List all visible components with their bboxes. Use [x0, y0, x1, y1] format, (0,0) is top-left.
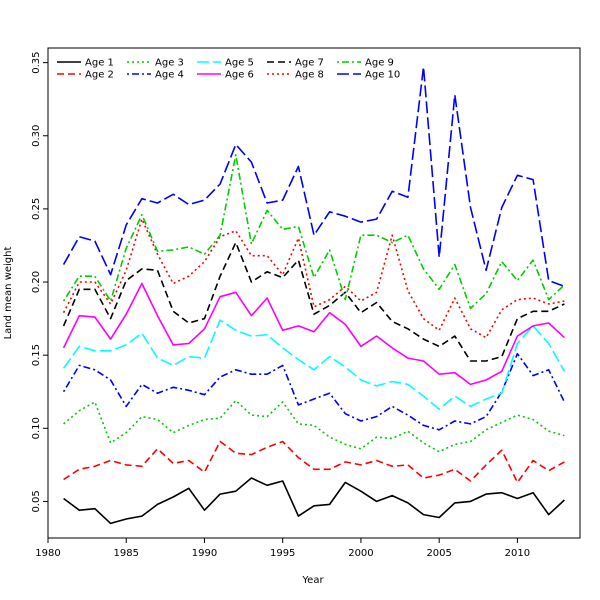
series-line-age-7 [62, 241, 565, 362]
legend-label-age-6: Age 6 [225, 70, 254, 81]
y-axis-title: Land mean weight [3, 247, 14, 340]
legend-label-age-2: Age 2 [85, 70, 114, 81]
series-line-age-2 [63, 440, 565, 484]
x-tick-label: 1980 [35, 548, 60, 559]
legend-label-age-3: Age 3 [155, 58, 184, 69]
y-tick-label: 0.05 [31, 490, 42, 512]
plot-box [47, 47, 581, 539]
x-tick-label: 1995 [270, 548, 295, 559]
x-tick-label: 2000 [348, 548, 373, 559]
series-line-age-4 [62, 352, 566, 431]
legend-label-age-10: Age 10 [365, 70, 400, 81]
legend-label-age-9: Age 9 [365, 58, 394, 69]
series-layer [62, 66, 566, 525]
y-tick-label: 0.20 [31, 271, 42, 293]
series-line-age-8 [62, 218, 565, 339]
x-tick-label: 2010 [505, 548, 530, 559]
legend-label-age-8: Age 8 [295, 70, 324, 81]
y-tick-label: 0.35 [31, 51, 42, 73]
series-line-age-6 [62, 282, 565, 386]
x-tick-label: 1985 [114, 548, 139, 559]
legend-label-age-7: Age 7 [295, 58, 324, 69]
series-line-age-5 [62, 319, 566, 411]
legend-label-age-5: Age 5 [225, 58, 254, 69]
legend-label-age-4: Age 4 [155, 70, 184, 81]
y-tick-label: 0.15 [31, 344, 42, 366]
y-tick-label: 0.30 [31, 125, 42, 147]
series-line-age-1 [63, 477, 565, 525]
y-tick-label: 0.10 [31, 417, 42, 439]
x-axis: 1980 1985 1990 1995 2000 2005 2010 [35, 538, 530, 559]
x-tick-label: 2005 [426, 548, 451, 559]
y-axis: 0.05 0.10 0.15 0.20 0.25 0.30 0.35 [31, 51, 48, 513]
legend-label-age-1: Age 1 [85, 58, 114, 69]
y-tick-label: 0.25 [31, 198, 42, 220]
x-axis-title: Year [301, 575, 324, 586]
x-tick-label: 1990 [192, 548, 217, 559]
series-line-age-9 [62, 154, 565, 310]
